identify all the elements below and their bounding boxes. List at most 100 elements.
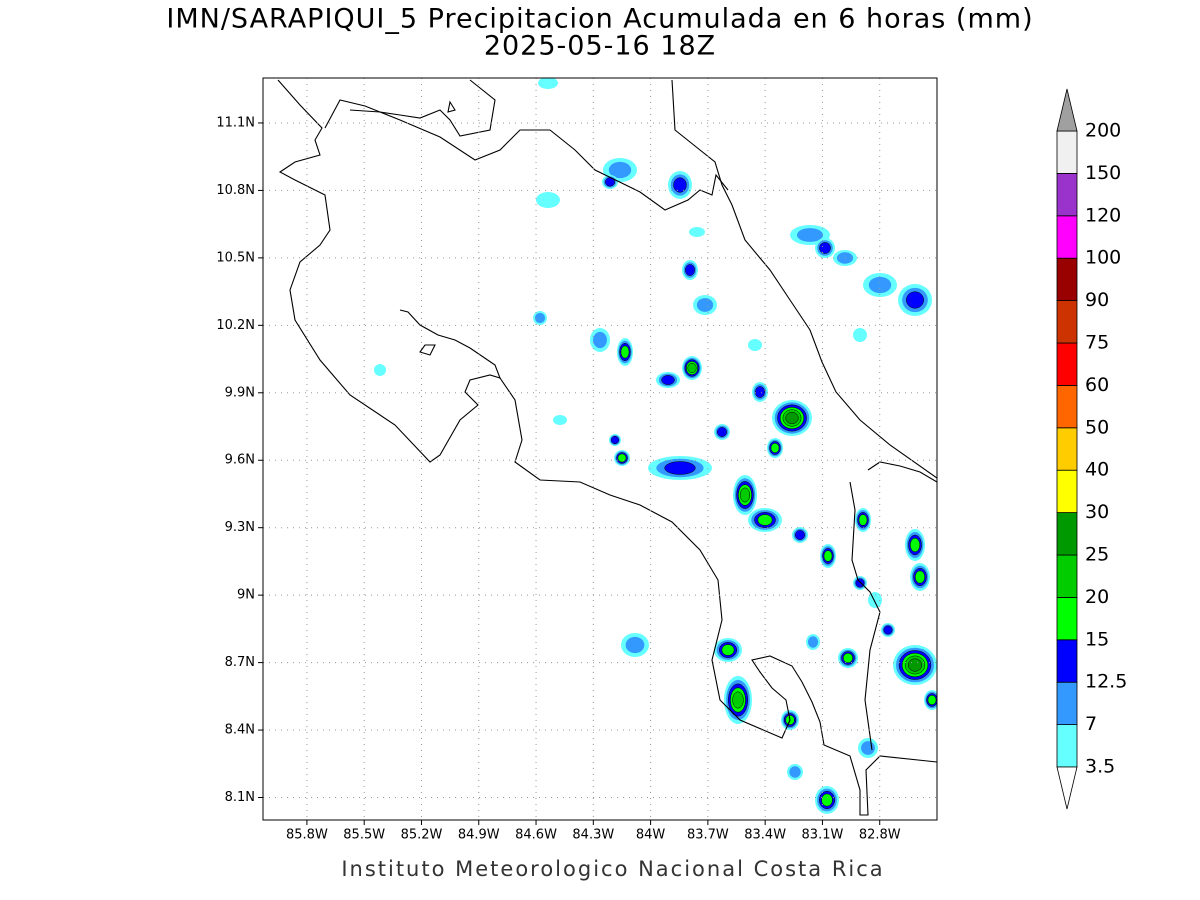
colorbar-box <box>1056 172 1078 217</box>
precip-contour <box>721 644 735 656</box>
precip-contour <box>785 411 799 425</box>
precip-contour <box>625 636 645 654</box>
coastline <box>447 100 456 113</box>
precipitation-field <box>374 78 937 814</box>
precip-contour <box>696 298 714 312</box>
colorbar-box <box>1056 639 1078 683</box>
x-tick-label: 82.8W <box>859 828 901 843</box>
x-tick-label: 84.6W <box>515 828 557 843</box>
x-tick-label: 83.4W <box>744 828 786 843</box>
colorbar-label: 40 <box>1085 459 1109 481</box>
precip-contour <box>553 415 567 425</box>
colorbar-label: 30 <box>1085 501 1109 523</box>
colorbar-over <box>1056 88 1078 132</box>
colorbar-box <box>1056 724 1078 768</box>
x-tick-label: 85.5W <box>343 828 385 843</box>
precip-contour <box>610 435 620 445</box>
precip-contour <box>717 427 727 437</box>
colorbar-box <box>1056 342 1078 386</box>
colorbar-label: 120 <box>1085 204 1121 226</box>
precip-contour <box>755 386 765 398</box>
border <box>324 99 729 211</box>
precip-contour <box>909 537 921 553</box>
precip-contour <box>868 276 892 294</box>
colorbar-box <box>1056 597 1078 641</box>
precip-contour <box>855 578 865 588</box>
precip-contour <box>770 442 780 454</box>
precip-contour <box>673 177 687 193</box>
precip-contour <box>842 652 854 664</box>
colorbar-box <box>1056 215 1078 259</box>
precip-contour <box>748 339 762 351</box>
colorbar-box <box>1056 681 1078 726</box>
colorbar-box <box>1056 554 1078 598</box>
subtitle: 2025-05-16 18Z <box>484 31 716 62</box>
coastline <box>499 377 937 816</box>
x-tick-label: 85.2W <box>401 828 443 843</box>
precip-contour <box>858 514 868 526</box>
map-frame <box>262 77 938 821</box>
precip-contour <box>685 264 695 276</box>
precip-contour <box>661 375 675 385</box>
colorbar-label: 200 <box>1085 120 1121 142</box>
precip-contour <box>374 364 386 376</box>
coastline <box>419 344 436 356</box>
colorbar-box <box>1056 257 1078 302</box>
precip-contour <box>907 658 923 672</box>
precip-contour <box>608 161 632 179</box>
colorbar: 3.5 7 12.5 15 20 25 30 40 50 60 75 90 100 120 150 200 <box>1056 88 1127 810</box>
colorbar-box <box>1056 300 1078 344</box>
coastline <box>867 461 937 483</box>
precip-contour <box>914 570 926 584</box>
grid <box>263 78 937 820</box>
y-tick-label: 9.3N <box>225 520 255 535</box>
precip-contour <box>689 227 705 237</box>
x-tick-label: 84W <box>636 828 666 843</box>
y-tick-label: 8.7N <box>225 655 255 670</box>
colorbar-under <box>1056 766 1078 810</box>
footer: Instituto Meteorologico Nacional Costa R… <box>341 857 884 881</box>
colorbar-box <box>1056 130 1078 174</box>
precip-contour <box>538 78 558 89</box>
coastlines <box>277 79 937 816</box>
colorbar-label: 25 <box>1085 544 1109 566</box>
y-tick-label: 10.5N <box>216 250 255 265</box>
precip-contour <box>906 291 924 309</box>
y-tick-label: 11.1N <box>216 115 255 130</box>
precip-contour <box>757 514 773 526</box>
precip-contour <box>534 312 546 324</box>
colorbar-label: 100 <box>1085 247 1121 269</box>
colorbar-label: 75 <box>1085 332 1109 354</box>
y-tick-label: 8.1N <box>225 790 255 805</box>
colorbar-label: 60 <box>1085 374 1109 396</box>
precip-contour <box>861 741 875 755</box>
precip-contour <box>687 362 697 374</box>
precip-contour <box>821 793 833 807</box>
precip-contour <box>620 345 630 359</box>
precip-contour <box>617 453 627 463</box>
colorbar-box <box>1056 469 1078 514</box>
precip-contour <box>823 550 833 562</box>
axes: 85.8W 85.5W 85.2W 84.9W 84.6W 84.3W 84W 83.7W 83… <box>216 115 900 842</box>
y-tick-label: 10.2N <box>216 318 255 333</box>
precip-contour <box>927 694 937 706</box>
border <box>849 481 881 751</box>
colorbar-label: 15 <box>1085 628 1109 650</box>
precip-contour <box>796 228 824 242</box>
precip-contour <box>789 766 801 778</box>
coastline <box>277 79 501 463</box>
colorbar-label: 20 <box>1085 586 1109 608</box>
colorbar-label: 7 <box>1085 713 1097 735</box>
x-tick-label: 84.9W <box>458 828 500 843</box>
precip-contour <box>883 625 893 635</box>
precip-contour <box>819 242 831 254</box>
precip-contour <box>732 691 744 709</box>
x-tick-label: 84.3W <box>572 828 614 843</box>
x-tick-label: 83.1W <box>802 828 844 843</box>
coastline <box>671 79 937 479</box>
precip-contour <box>853 328 867 342</box>
y-tick-label: 9.9N <box>225 385 255 400</box>
precip-contour <box>807 636 819 648</box>
colorbar-label: 50 <box>1085 416 1109 438</box>
